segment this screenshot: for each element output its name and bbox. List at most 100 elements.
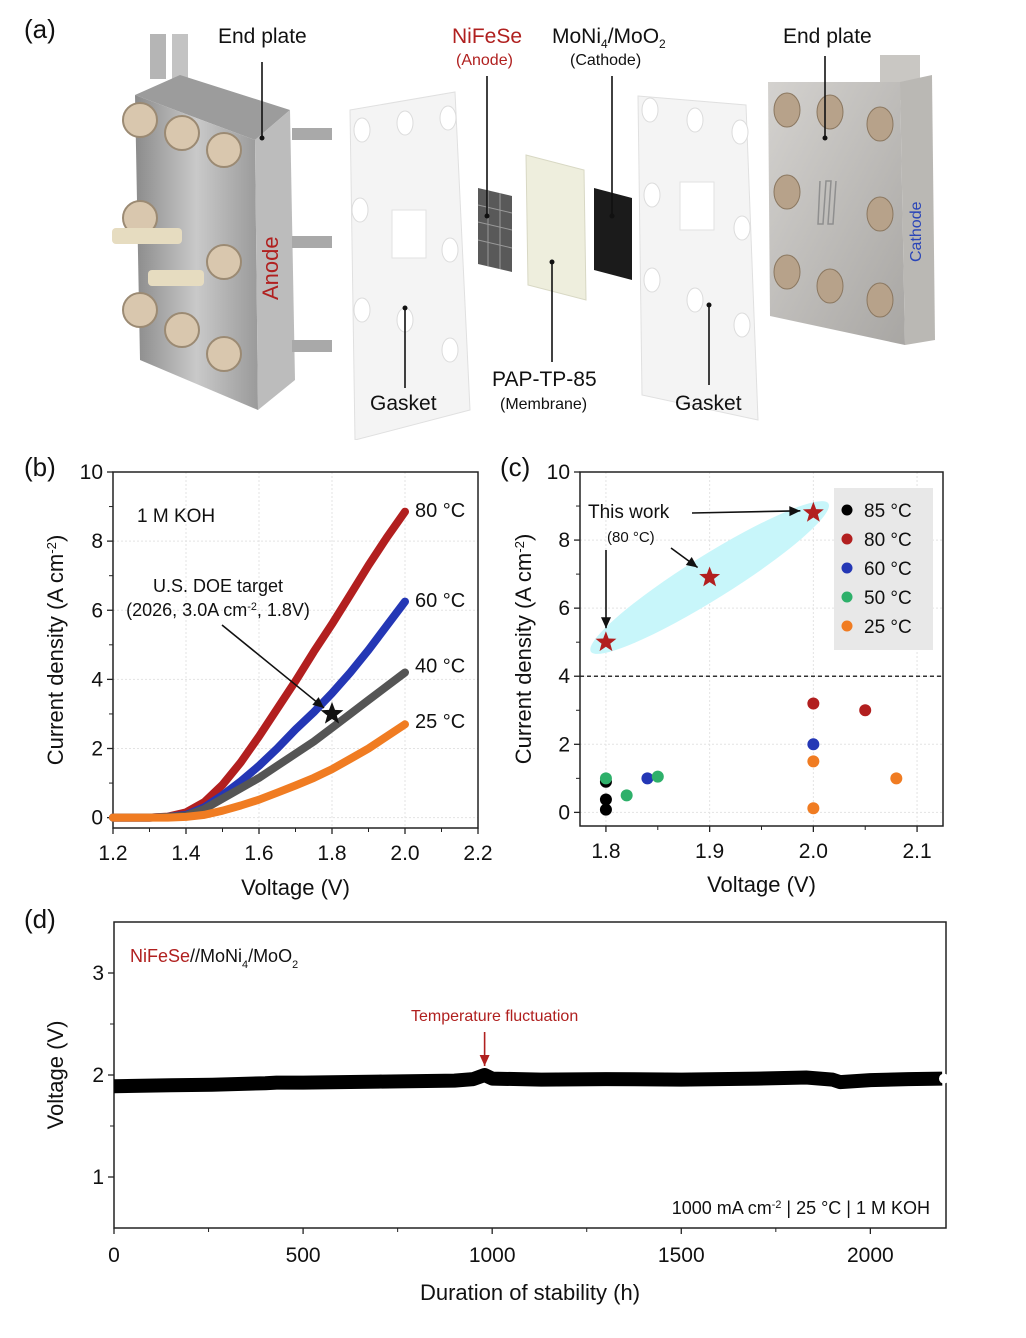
legend-label-85c: 85 °C xyxy=(864,501,912,522)
chart-b-polarization-curves: 1.2 1.4 1.6 1.8 2.0 2.2 0 2 4 6 8 10 Voltage (V) Curr… xyxy=(43,461,493,900)
x-tick-label: 1500 xyxy=(658,1244,705,1267)
label-anode-role: (Anode) xyxy=(456,52,513,69)
label-anode-plate: Anode xyxy=(258,236,283,300)
y-tick-label: 4 xyxy=(91,668,103,691)
annotation-system: NiFeSe//MoNi4/MoO2 xyxy=(130,946,298,971)
x-tick-label: 1.9 xyxy=(695,840,724,863)
x-tick-label: 2.0 xyxy=(799,840,828,863)
annotation-doe-target-line2: (2026, 3.0A cm-2, 1.8V) xyxy=(126,600,310,620)
legend-label-25c: 25 °C xyxy=(864,617,912,638)
y-tick-label: 6 xyxy=(558,597,570,620)
label-end-plate-right: End plate xyxy=(783,25,872,48)
doe-target-arrow-head xyxy=(312,697,324,708)
arrow-to-1.9v-star-head xyxy=(685,556,698,568)
stability-voltage-trace xyxy=(113,1068,943,1094)
membrane xyxy=(525,154,587,301)
arrow-to-1.8v-star-head xyxy=(601,617,611,629)
moni4-moo2-electrode xyxy=(594,188,632,280)
y-axis-title: Current density (A cm-2) xyxy=(43,535,68,766)
series-label-40c: 40 °C xyxy=(415,656,465,678)
label-membrane-role: (Membrane) xyxy=(500,396,588,413)
x-tick-label: 2.0 xyxy=(390,842,419,865)
label-cathode-plate: Cathode xyxy=(908,201,925,263)
y-tick-label: 8 xyxy=(91,530,103,553)
y-tick-label: 2 xyxy=(558,733,570,756)
point-60c xyxy=(807,738,820,751)
doe-target-star-marker xyxy=(320,701,344,724)
x-tick-label: 2.1 xyxy=(902,840,931,863)
x-tick-label: 1.8 xyxy=(317,842,346,865)
y-axis-title: Voltage (V) xyxy=(43,1021,68,1130)
legend-marker-80c xyxy=(841,533,853,545)
annotation-electrolyte: 1 M KOH xyxy=(137,506,215,527)
legend-marker-60c xyxy=(841,562,853,574)
chart-d-stability: 0 500 1000 1500 2000 1 2 3 Duration of stability… xyxy=(43,921,949,1305)
legend-label-50c: 50 °C xyxy=(864,588,912,609)
point-50c xyxy=(651,770,664,783)
panel-c-label: (c) xyxy=(500,452,531,482)
gasket-right xyxy=(637,95,759,421)
end-plate-right xyxy=(768,55,935,345)
y-tick-label: 1 xyxy=(92,1166,104,1189)
x-axis-title: Voltage (V) xyxy=(241,875,350,900)
cell-exploded-diagram xyxy=(112,34,935,440)
trace-end-marker xyxy=(939,1073,949,1084)
point-25c xyxy=(890,772,903,785)
series-label-80c: 80 °C xyxy=(415,500,465,522)
legend-marker-85c xyxy=(841,504,853,516)
chart-c-comparison-scatter: 1.8 1.9 2.0 2.1 0 2 4 6 8 10 Voltage (V) Current de… xyxy=(511,461,944,897)
gasket-left xyxy=(349,91,471,440)
nifese-mesh xyxy=(477,188,513,272)
x-tick-label: 1.8 xyxy=(591,840,620,863)
point-25c xyxy=(807,755,820,768)
label-gasket-left: Gasket xyxy=(370,392,437,415)
y-tick-label: 6 xyxy=(91,599,103,622)
leader-lines xyxy=(261,56,826,388)
y-tick-label: 10 xyxy=(547,461,570,484)
y-tick-label: 2 xyxy=(91,738,103,761)
panel-b-label: (b) xyxy=(24,452,56,482)
y-tick-label: 10 xyxy=(80,461,103,484)
x-axis-title: Voltage (V) xyxy=(707,872,816,897)
y-axis-title: Current density (A cm-2) xyxy=(511,534,536,765)
x-axis-title: Duration of stability (h) xyxy=(420,1280,640,1305)
label-membrane: PAP-TP-85 xyxy=(492,368,597,391)
legend: 85 °C 80 °C 60 °C 50 °C 25 °C xyxy=(834,488,933,650)
point-80c xyxy=(859,704,872,717)
x-tick-label: 1.6 xyxy=(244,842,273,865)
point-25c xyxy=(807,802,820,815)
x-tick-label: 2000 xyxy=(847,1244,894,1267)
label-gasket-right: Gasket xyxy=(675,392,742,415)
legend-label-60c: 60 °C xyxy=(864,559,912,580)
x-tick-label: 2.2 xyxy=(463,842,492,865)
panel-d-label: (d) xyxy=(24,904,56,934)
this-work-star-marker xyxy=(595,631,617,652)
label-nifese: NiFeSe xyxy=(452,25,523,48)
annotation-this-work-temp: (80 °C) xyxy=(607,529,655,546)
series-label-25c: 25 °C xyxy=(415,711,465,733)
temperature-fluctuation-arrow-head xyxy=(479,1055,490,1066)
y-tick-label: 3 xyxy=(92,962,104,985)
x-tick-label: 0 xyxy=(108,1244,120,1267)
doe-target-arrow-shaft xyxy=(221,624,325,709)
legend-marker-25c xyxy=(841,620,853,632)
end-plate-left xyxy=(112,34,332,410)
y-tick-label: 0 xyxy=(91,807,103,830)
panel-a-label: (a) xyxy=(24,14,56,44)
y-tick-label: 4 xyxy=(558,665,570,688)
point-85c xyxy=(599,803,612,816)
label-cathode-role: (Cathode) xyxy=(570,52,642,69)
x-tick-label: 1000 xyxy=(469,1244,516,1267)
legend-label-80c: 80 °C xyxy=(864,530,912,551)
legend-marker-50c xyxy=(841,591,853,603)
series-line-25c xyxy=(109,720,409,822)
arrow-to-2v-star-head xyxy=(789,506,801,517)
x-tick-label: 1.2 xyxy=(98,842,127,865)
this-work-star-marker xyxy=(802,501,824,522)
annotation-doe-target-line1: U.S. DOE target xyxy=(153,576,283,596)
point-80c xyxy=(807,697,820,710)
point-50c xyxy=(599,772,612,785)
annotation-this-work: This work xyxy=(588,502,670,523)
point-60c xyxy=(641,772,654,785)
label-end-plate-left: End plate xyxy=(218,25,307,48)
